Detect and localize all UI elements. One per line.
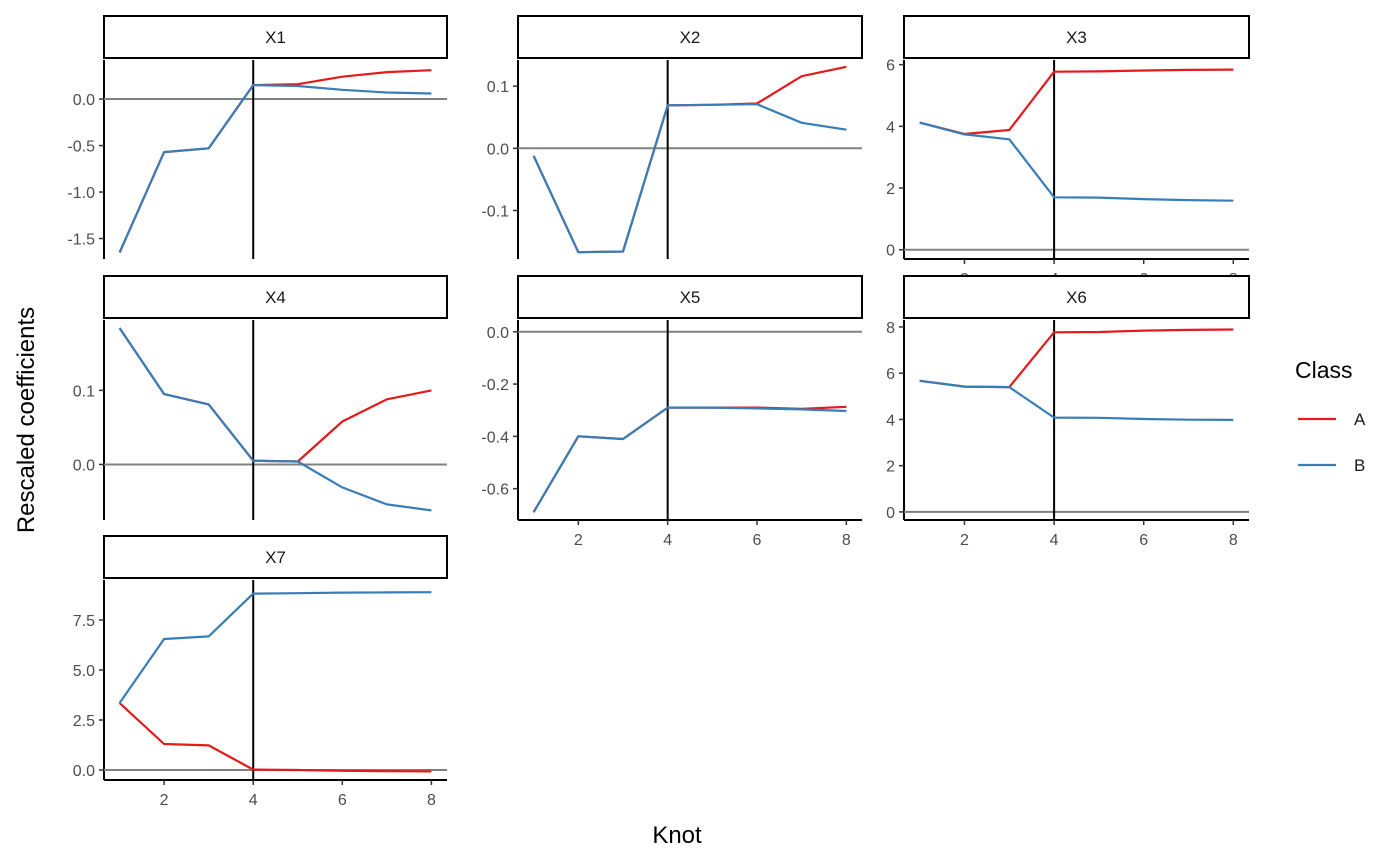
- y-tick-label: 0.1: [487, 79, 509, 96]
- y-axis-title: Rescaled coefficients: [13, 307, 40, 533]
- facet-panel-x7: X7 7.5 5.0 2.5 0.0 2 4 6 8: [73, 535, 448, 809]
- x-tick-label: 4: [663, 532, 672, 549]
- y-tick-label: 2: [886, 181, 895, 198]
- series-line-a: [118, 702, 432, 773]
- series-line-b: [118, 591, 432, 704]
- series-line-a: [118, 69, 432, 253]
- y-tick-label: 0.1: [73, 383, 95, 400]
- y-tick-label: -0.2: [481, 377, 509, 394]
- facet-strip-label: X1: [265, 28, 286, 47]
- y-tick-label: 0.0: [487, 141, 509, 158]
- y-tick-label: -1.0: [67, 185, 95, 202]
- facet-panels: X10.0-0.5-1.0-1.5X20.10.0-0.1X364202468X…: [67, 15, 1250, 809]
- series-line-b: [118, 83, 432, 253]
- series-line-b: [532, 406, 847, 513]
- y-tick-label: -0.4: [481, 429, 509, 446]
- x-axis-title: Knot: [652, 822, 702, 849]
- facet-strip: [903, 15, 1250, 59]
- y-tick-label: 7.5: [73, 613, 95, 630]
- series-line-b: [919, 121, 1234, 202]
- legend-label-b: B: [1354, 456, 1365, 475]
- y-tick-label: -0.6: [481, 482, 509, 499]
- legend: Class A B: [1295, 357, 1366, 475]
- x-tick-label: 2: [960, 532, 969, 549]
- series-line-b: [118, 327, 432, 512]
- y-tick-label: 8: [886, 320, 895, 337]
- y-tick-label: 0.0: [73, 457, 95, 474]
- series-line-b: [532, 103, 847, 254]
- y-tick-label: 0.0: [487, 325, 509, 342]
- x-tick-label: 2: [574, 532, 583, 549]
- y-tick-label: 0.0: [73, 763, 95, 780]
- y-tick-label: 0: [886, 505, 895, 522]
- y-tick-label: 6: [886, 58, 895, 75]
- x-tick-label: 8: [427, 792, 436, 809]
- x-tick-label: 6: [1139, 532, 1148, 549]
- facet-panel-x5: X5 0.0 -0.2 -0.4 -0.6 2 4 6 8: [481, 275, 863, 549]
- facet-strip: [103, 15, 448, 59]
- series-line-a: [919, 68, 1234, 136]
- y-tick-label: 2.5: [73, 713, 95, 730]
- y-tick-label: 2: [886, 459, 895, 476]
- series-line-a: [532, 405, 847, 513]
- legend-title: Class: [1295, 357, 1353, 383]
- y-tick-label: 4: [886, 412, 895, 429]
- facet-panel-x1: X1 0.0 -0.5 -1.0 -1.5: [67, 15, 448, 259]
- facet-panel-x6: X6 8 6 4 2 0 2 4 6 8: [886, 275, 1250, 549]
- y-tick-label: 5.0: [73, 663, 95, 680]
- y-tick-label: 4: [886, 119, 895, 136]
- x-tick-label: 2: [160, 792, 169, 809]
- facet-strip: [103, 535, 448, 579]
- facet-strip-label: X6: [1066, 288, 1087, 307]
- x-tick-label: 8: [842, 532, 851, 549]
- x-tick-label: 4: [249, 792, 258, 809]
- facet-strip-label: X5: [680, 288, 701, 307]
- facet-strip-label: X7: [265, 548, 286, 567]
- facet-strip-label: X4: [265, 288, 286, 307]
- facet-strip-label: X3: [1066, 28, 1087, 47]
- x-tick-label: 4: [1050, 532, 1059, 549]
- x-tick-label: 8: [1229, 532, 1238, 549]
- y-tick-label: -0.1: [481, 203, 509, 220]
- facet-strip-label: X2: [680, 28, 701, 47]
- facet-strip: [517, 275, 863, 319]
- x-tick-label: 6: [753, 532, 762, 549]
- y-tick-label: -0.5: [67, 139, 95, 156]
- facet-panel-x3: X364202468: [886, 15, 1250, 288]
- series-line-a: [532, 65, 847, 254]
- x-tick-label: 6: [338, 792, 347, 809]
- facet-strip: [517, 15, 863, 59]
- facet-strip: [103, 275, 448, 319]
- legend-label-a: A: [1354, 410, 1366, 429]
- series-line-b: [919, 379, 1234, 421]
- y-tick-label: 0: [886, 243, 895, 260]
- facet-strip: [903, 275, 1250, 319]
- y-tick-label: 0.0: [73, 92, 95, 109]
- y-tick-label: -1.5: [67, 232, 95, 249]
- facet-panel-x4: X4 0.1 0.0: [73, 275, 448, 520]
- y-tick-label: 6: [886, 366, 895, 383]
- facet-panel-x2: X2 0.1 0.0 -0.1: [481, 15, 863, 259]
- series-line-a: [919, 328, 1234, 389]
